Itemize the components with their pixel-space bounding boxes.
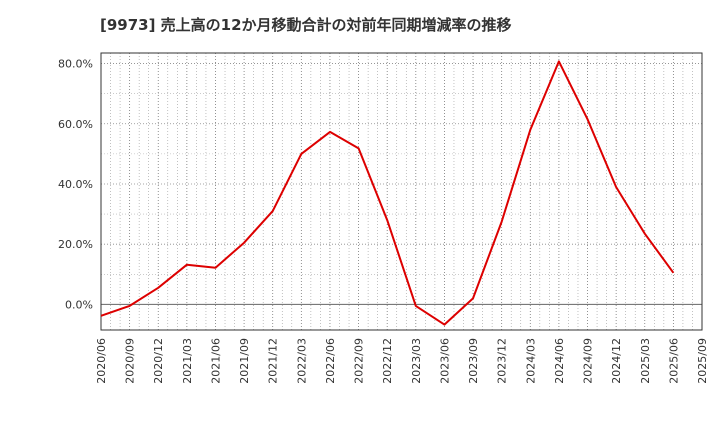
x-tick-label: 2022/12 <box>381 338 394 384</box>
x-tick-label: 2023/12 <box>496 338 509 384</box>
x-tick-label: 2021/06 <box>209 338 222 384</box>
x-tick-label: 2024/03 <box>524 338 537 384</box>
plot-area <box>101 53 702 330</box>
x-tick-label: 2024/09 <box>582 338 595 384</box>
plot-frame <box>100 52 703 331</box>
y-tick-label: 40.0% <box>58 178 93 191</box>
x-tick-label: 2025/06 <box>667 338 680 384</box>
y-tick-label: 0.0% <box>65 298 93 311</box>
y-tick-label: 80.0% <box>58 58 93 71</box>
x-tick-label: 2024/06 <box>553 338 566 384</box>
x-tick-label: 2023/09 <box>467 338 480 384</box>
x-tick-label: 2022/09 <box>353 338 366 384</box>
y-tick-label: 20.0% <box>58 238 93 251</box>
x-tick-label: 2025/03 <box>639 338 652 384</box>
x-tick-label: 2020/06 <box>95 338 108 384</box>
series-line <box>100 60 675 326</box>
x-tick-label: 2021/09 <box>238 338 251 384</box>
x-tick-label: 2025/09 <box>696 338 709 384</box>
x-tick-label: 2020/09 <box>124 338 137 384</box>
x-tick-label: 2022/06 <box>324 338 337 384</box>
chart-title: [9973] 売上高の12か月移動合計の対前年同期増減率の推移 <box>100 16 512 34</box>
x-tick-label: 2021/03 <box>181 338 194 384</box>
x-tick-label: 2023/06 <box>438 338 451 384</box>
x-tick-label: 2024/12 <box>610 338 623 384</box>
x-tick-label: 2023/03 <box>410 338 423 384</box>
x-tick-label: 2021/12 <box>267 338 280 384</box>
y-tick-label: 60.0% <box>58 118 93 131</box>
x-tick-label: 2020/12 <box>152 338 165 384</box>
x-tick-label: 2022/03 <box>295 338 308 384</box>
